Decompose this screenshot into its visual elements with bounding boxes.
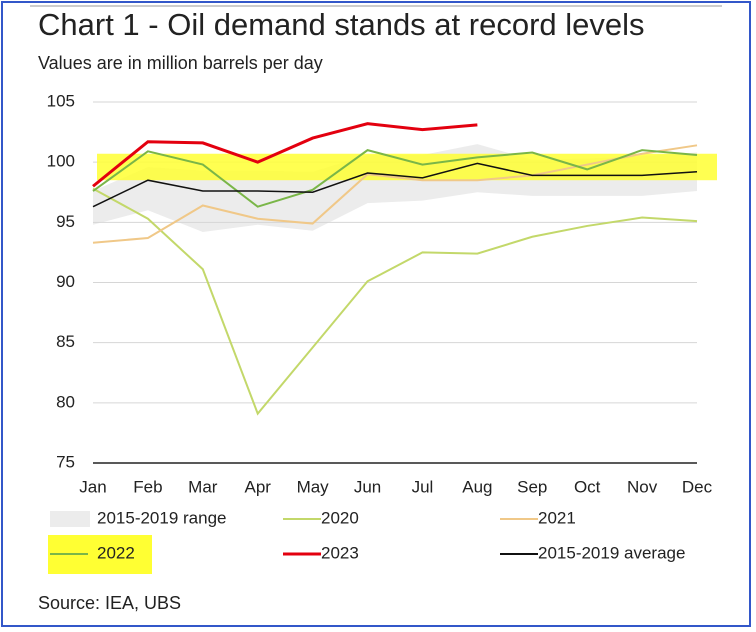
y-tick-label: 80 — [56, 392, 75, 411]
legend-label: 2020 — [321, 508, 359, 527]
x-tick-label: Nov — [627, 477, 658, 496]
legend-swatch — [50, 511, 90, 527]
legend-label: 2023 — [321, 543, 359, 562]
x-tick-label: May — [297, 477, 330, 496]
x-tick-label: Mar — [188, 477, 218, 496]
source: Source: IEA, UBS — [38, 593, 181, 613]
x-tick-label: Feb — [133, 477, 162, 496]
x-tick-label: Aug — [462, 477, 492, 496]
y-tick-label: 90 — [56, 272, 75, 291]
legend-label: 2021 — [538, 508, 576, 527]
series-line — [92, 144, 698, 244]
series-line — [92, 187, 698, 416]
chart-title: Chart 1 - Oil demand stands at record le… — [38, 7, 645, 42]
x-tick-label: Jun — [354, 477, 381, 496]
series-line — [92, 149, 698, 208]
x-tick-label: Apr — [244, 477, 271, 496]
y-tick-label: 75 — [56, 452, 75, 471]
chart-subtitle: Values are in million barrels per day — [38, 53, 323, 73]
legend-label: 2015-2019 average — [538, 543, 685, 562]
series-line — [92, 122, 478, 188]
x-tick-label: Oct — [574, 477, 601, 496]
legend-label: 2015-2019 range — [97, 508, 227, 527]
legend-label: 2022 — [97, 543, 135, 562]
x-tick-label: Dec — [682, 477, 713, 496]
y-tick-label: 85 — [56, 332, 75, 351]
x-tick-label: Jan — [79, 477, 106, 496]
y-tick-label: 95 — [56, 212, 75, 231]
x-tick-label: Jul — [412, 477, 434, 496]
x-tick-label: Sep — [517, 477, 547, 496]
series-line — [92, 162, 698, 208]
y-tick-label: 105 — [47, 91, 75, 110]
y-tick-label: 100 — [47, 152, 75, 171]
